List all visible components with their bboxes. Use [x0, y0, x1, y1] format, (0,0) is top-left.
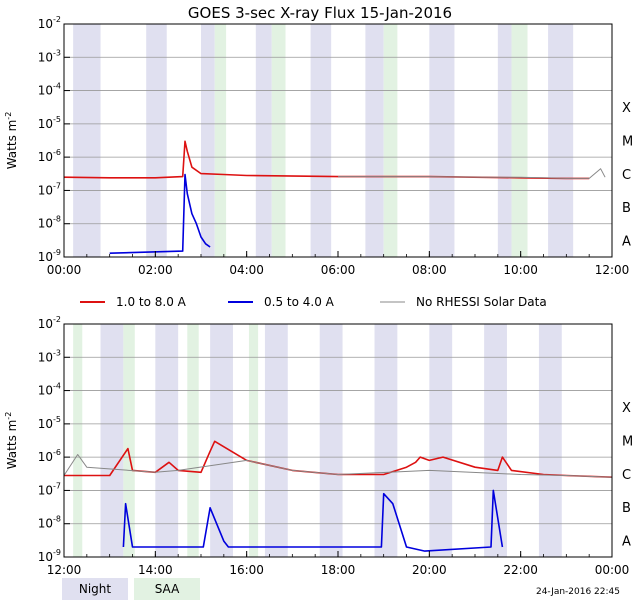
bottom-flare-class-label: X — [622, 401, 631, 416]
top-night-band — [429, 24, 455, 257]
top-x-tick-label: 10:00 — [503, 263, 538, 277]
bottom-x-tick-label: 12:00 — [47, 563, 82, 577]
top-flare-class-label: M — [622, 135, 633, 150]
top-y-tick-label: 10-5 — [38, 115, 61, 131]
bottom-y-tick-label: 10-6 — [38, 448, 61, 464]
bottom-y-tick-label: 10-8 — [38, 515, 61, 531]
bottom-flux-short-line — [122, 489, 504, 552]
bottom-flare-class-label: C — [622, 468, 631, 483]
bottom-flare-class-label: M — [622, 435, 633, 450]
top-y-tick-label: 10-3 — [38, 48, 61, 64]
top-night-band — [365, 24, 384, 257]
bottom-y-tick-label: 10-3 — [38, 348, 61, 364]
bottom-x-tick-label: 14:00 — [138, 563, 173, 577]
top-night-band — [310, 24, 332, 257]
saa-legend-label: SAA — [155, 582, 180, 596]
top-x-tick-label: 12:00 — [595, 263, 630, 277]
top-x-tick-label: 00:00 — [47, 263, 82, 277]
top-ylabel: Watts m-2 — [4, 112, 19, 170]
top-y-tick-label: 10-9 — [38, 248, 61, 264]
bottom-x-tick-label: 00:00 — [595, 563, 630, 577]
bottom-flare-class-label: B — [622, 501, 631, 516]
timestamp: 24-Jan-2016 22:45 — [536, 587, 620, 597]
top-flare-class-label: B — [622, 201, 631, 216]
band-legend: Night SAA — [62, 578, 200, 600]
top-saa-band — [383, 24, 398, 257]
bottom-night-band — [100, 324, 124, 557]
top-night-band — [548, 24, 574, 257]
top-flare-class-label: C — [622, 168, 631, 183]
top-flare-class-label: A — [622, 234, 631, 249]
top-y-tick-label: 10-2 — [38, 15, 61, 31]
top-x-tick-label: 06:00 — [321, 263, 356, 277]
night-legend-swatch — [62, 578, 128, 600]
bottom-flux-long-line — [64, 440, 613, 478]
top-x-tick-label: 04:00 — [229, 263, 264, 277]
top-y-tick-label: 10-8 — [38, 215, 61, 231]
bottom-night-band — [319, 324, 343, 557]
bottom-night-band — [264, 324, 288, 557]
bottom-x-tick-label: 20:00 — [412, 563, 447, 577]
bottom-saa-band — [248, 324, 259, 557]
top-y-tick-label: 10-6 — [38, 148, 61, 164]
top-flare-class-label: X — [622, 101, 631, 116]
top-night-band — [73, 24, 101, 257]
bottom-y-tick-label: 10-9 — [38, 548, 61, 564]
top-night-band — [201, 24, 215, 257]
bottom-panel: 10-2 10-3 10-4 10-5 10-6 10-7 10-8 10-9 12:00 14… — [4, 315, 633, 577]
top-night-band — [255, 24, 272, 257]
bottom-flare-class-label: A — [622, 534, 631, 549]
top-flux-short-line — [109, 173, 211, 254]
bottom-x-tick-label: 18:00 — [321, 563, 356, 577]
legend-short-label: 0.5 to 4.0 A — [264, 295, 335, 309]
bottom-x-tick-label: 16:00 — [229, 563, 264, 577]
legend-long-label: 1.0 to 8.0 A — [116, 295, 187, 309]
legend-none-label: No RHESSI Solar Data — [416, 295, 547, 309]
top-x-tick-label: 08:00 — [412, 263, 447, 277]
top-night-band — [146, 24, 167, 257]
bottom-saa-band — [123, 324, 135, 557]
bottom-night-band — [429, 324, 453, 557]
night-legend-label: Night — [79, 582, 112, 596]
series-legend: 1.0 to 8.0 A 0.5 to 4.0 A No RHESSI Sola… — [80, 295, 547, 309]
bottom-ylabel: Watts m-2 — [4, 412, 19, 470]
top-saa-band — [271, 24, 286, 257]
bottom-night-band — [374, 324, 398, 557]
bottom-saa-band — [73, 324, 83, 557]
bottom-night-band — [484, 324, 507, 557]
top-y-tick-label: 10-7 — [38, 181, 61, 197]
bottom-night-band — [538, 324, 562, 557]
bottom-y-tick-label: 10-4 — [38, 382, 61, 398]
top-panel: 10-2 10-3 10-4 10-5 10-6 10-7 10-8 10-9 00:00 02… — [4, 15, 633, 277]
top-saa-band — [214, 24, 227, 257]
top-x-tick-label: 02:00 — [138, 263, 173, 277]
top-y-tick-label: 10-4 — [38, 82, 61, 98]
bottom-y-tick-label: 10-2 — [38, 315, 61, 331]
chart-title: GOES 3-sec X-ray Flux 15-Jan-2016 — [188, 4, 452, 22]
bottom-flux-none-line — [63, 454, 613, 478]
bottom-night-band — [210, 324, 233, 557]
bottom-x-tick-label: 22:00 — [503, 563, 538, 577]
bottom-night-band — [155, 324, 179, 557]
saa-legend-swatch — [134, 578, 200, 600]
bottom-saa-band — [187, 324, 199, 557]
top-flux-none-line — [338, 168, 606, 179]
bottom-y-tick-label: 10-5 — [38, 415, 61, 431]
bottom-y-tick-label: 10-7 — [38, 481, 61, 497]
top-night-band — [497, 24, 512, 257]
top-saa-band — [511, 24, 528, 257]
